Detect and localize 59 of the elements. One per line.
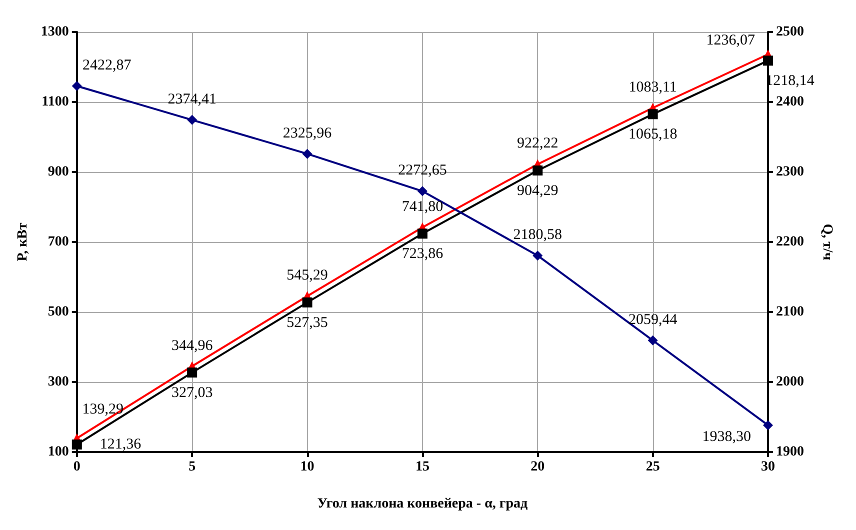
point [302, 148, 312, 159]
point [763, 420, 773, 430]
data-label: 2325,96 [282, 125, 332, 142]
point [187, 368, 198, 378]
y-tick-label: 100 [48, 444, 69, 460]
point [532, 166, 543, 176]
data-label: 1938,30 [702, 429, 751, 446]
data-label: 545,29 [286, 268, 328, 284]
y2-tick-label: 2100 [776, 304, 804, 320]
data-label: 1083,11 [628, 79, 677, 96]
data-label: 1218,14 [766, 73, 815, 90]
point [648, 109, 658, 120]
data-label: 1236,07 [706, 32, 756, 48]
y2-tick-label: 2400 [776, 94, 804, 110]
y-tick-label: 900 [48, 164, 69, 180]
point [72, 440, 82, 450]
point [648, 335, 658, 346]
data-label: 527,35 [286, 314, 328, 331]
y2-axis-title: Q, т/ч [820, 224, 834, 260]
point [417, 228, 428, 239]
point [187, 114, 198, 125]
x-tick-label: 15 [415, 460, 430, 474]
y2-tick-label: 1900 [776, 444, 804, 460]
data-label: 2059,44 [628, 312, 678, 328]
data-label: 327,03 [171, 385, 213, 402]
y-tick-label: 1100 [42, 94, 69, 110]
y2-tick-label: 2300 [776, 164, 804, 180]
point [72, 80, 82, 91]
y2-tick-label: 2200 [776, 234, 804, 250]
y2-tick-label: 2000 [776, 374, 804, 390]
data-label: 121,36 [100, 436, 142, 453]
data-label: 344,96 [171, 338, 214, 354]
y-axis-title: P, кВт [16, 222, 30, 262]
x-tick-label: 5 [188, 460, 196, 474]
data-label: 2272,65 [398, 162, 447, 179]
x-tick-label: 20 [530, 460, 545, 474]
x-tick-label: 10 [300, 460, 314, 474]
x-tick-label: 25 [646, 460, 660, 474]
x-tick-label: 0 [73, 460, 80, 474]
point [302, 297, 312, 308]
data-label: 2422,87 [82, 57, 132, 74]
data-label: 904,29 [517, 183, 558, 199]
point [532, 250, 543, 261]
data-label: 139,29 [82, 402, 124, 418]
y-tick-label: 500 [48, 304, 69, 320]
x-tick-label: 30 [761, 460, 775, 474]
data-label: 723,86 [402, 246, 444, 262]
data-label: 1065,18 [628, 126, 678, 143]
x-axis-title: Угол наклона конвейера - α, град [317, 496, 528, 512]
y2-tick-label: 2500 [776, 24, 804, 40]
data-label: 2374,41 [168, 91, 216, 108]
data-label: 741,80 [402, 198, 444, 215]
y-tick-label: 700 [48, 234, 69, 250]
data-label: 2180,58 [513, 227, 562, 244]
data-label: 922,22 [517, 136, 558, 152]
point [763, 56, 773, 66]
y-tick-label: 1300 [40, 24, 69, 40]
y-tick-label: 300 [48, 374, 69, 390]
point [417, 186, 428, 196]
